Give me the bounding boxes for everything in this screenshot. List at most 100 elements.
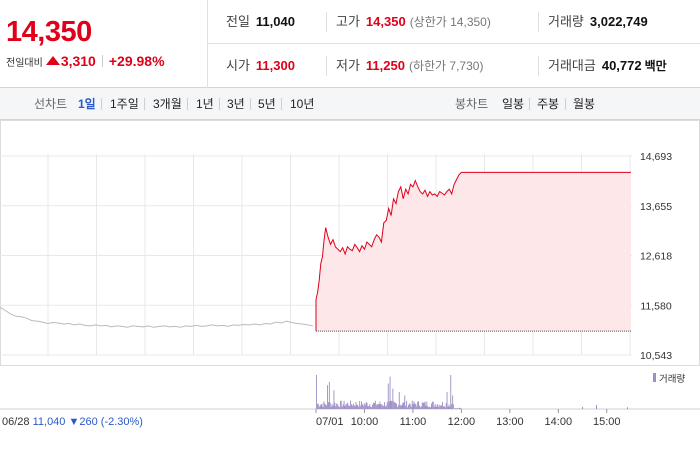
tab-3y[interactable]: 3년 <box>227 97 245 111</box>
volume-bar <box>413 401 415 409</box>
volume-bar <box>362 405 364 409</box>
volume-bar <box>357 404 359 409</box>
x-tick-label: 15:00 <box>593 416 621 428</box>
price-box: 14,350 전일대비 3,310 +29.98% <box>0 0 208 88</box>
volume-bar <box>373 402 374 409</box>
volume-bar <box>427 406 429 409</box>
volume-bar <box>395 402 396 409</box>
x-tick-label: 13:00 <box>496 416 524 428</box>
volume-bar <box>320 404 322 409</box>
volume-bar <box>375 405 377 409</box>
volume-bar <box>339 407 340 409</box>
divider <box>326 12 327 32</box>
volume-bar <box>426 401 428 409</box>
volume-bar <box>397 405 399 409</box>
volume-bar <box>430 407 431 409</box>
volume-bar <box>360 405 362 409</box>
volume-bar <box>432 401 434 409</box>
change-caption: 전일대비 <box>6 57 43 69</box>
volume-bar <box>440 405 442 409</box>
volume-bar <box>388 401 390 409</box>
x-tick-label: 10:00 <box>351 416 379 428</box>
divider <box>219 98 220 110</box>
volume-bar <box>351 405 353 409</box>
tab-1y[interactable]: 1년 <box>196 97 214 111</box>
tab-1w[interactable]: 1주일 <box>110 97 139 111</box>
volume-bar <box>386 402 388 409</box>
tab-10y[interactable]: 10년 <box>290 97 315 111</box>
divider <box>144 98 145 110</box>
volume-bar <box>366 402 368 409</box>
current-price: 14,350 <box>6 16 92 48</box>
volume-bar <box>582 406 583 409</box>
tab-daily[interactable]: 일봉 <box>502 97 525 111</box>
volume-bar <box>452 395 454 409</box>
volume-panel: 거래량 <box>0 373 700 410</box>
volume-bar <box>368 405 370 409</box>
volume-bar <box>410 406 412 409</box>
volume-bar <box>431 401 433 409</box>
price-line <box>315 171 631 300</box>
stat-open: 시가 11,300 <box>226 58 295 73</box>
stat-volume: 거래량 3,022,749 <box>548 14 648 29</box>
prev-day-line <box>0 306 314 328</box>
volume-bar <box>391 401 393 409</box>
volume-bar <box>437 404 439 409</box>
volume-bar <box>385 406 386 409</box>
volume-bar <box>420 406 422 409</box>
tab-monthly[interactable]: 월봉 <box>573 97 596 111</box>
volume-bar <box>356 404 358 409</box>
volume-bar <box>389 376 391 409</box>
volume-bar <box>318 406 320 409</box>
upper-limit-note: (상한가 14,350) <box>409 15 491 29</box>
change-percent: +29.98% <box>108 53 165 69</box>
volume-bar <box>409 404 411 409</box>
volume-bar <box>443 406 445 409</box>
volume-bar <box>431 403 432 409</box>
volume-bar <box>334 402 336 409</box>
volume-bar <box>406 400 408 409</box>
volume-bar <box>433 406 435 409</box>
tab-weekly[interactable]: 주봉 <box>537 97 560 111</box>
volume-bar <box>438 406 440 409</box>
divider <box>538 56 539 76</box>
volume-legend-label: 거래량 <box>659 373 685 385</box>
volume-bar <box>377 403 379 409</box>
volume-bar <box>416 406 418 409</box>
volume-bar <box>330 406 332 409</box>
change-amount: 3,310 <box>60 53 96 69</box>
volume-bar <box>453 404 454 409</box>
amount-value: 40,772 <box>601 58 642 73</box>
y-tick-label: 10,543 <box>640 350 672 362</box>
tab-5y[interactable]: 5년 <box>258 97 276 111</box>
volume-bar <box>442 401 443 409</box>
volume-bar <box>400 405 402 409</box>
volume-bar <box>354 406 356 409</box>
high-value: 14,350 <box>365 14 406 29</box>
volume-bar <box>347 402 349 409</box>
volume-bar <box>345 404 347 409</box>
volume-bar <box>346 403 348 409</box>
volume-bar <box>316 404 318 409</box>
volume-bar <box>371 407 373 409</box>
volume-bar <box>456 408 458 409</box>
volume-bar <box>424 401 426 409</box>
volume-bar <box>436 405 438 409</box>
volume-bar <box>325 404 327 409</box>
volume-bar <box>331 403 333 409</box>
stats-row-2: 시가 11,300 저가 11,250 (하한가 7,730) 거래대금 40,772 백… <box>208 44 700 88</box>
volume-bar <box>408 403 410 409</box>
quote-stats: 전일 11,040 고가 14,350 (상한가 14,350) 거래량 3,022,7… <box>208 0 700 88</box>
divider <box>250 98 251 110</box>
volume-bar <box>323 401 325 409</box>
up-arrow-icon <box>45 55 60 65</box>
x-tick-label: 11:00 <box>400 416 427 428</box>
volume-bar <box>369 404 371 409</box>
chart-tab-bar: 선차트 1일 1주일 3개월 1년 3년 5년 10년 봉차트 일봉 주봉 월봉 <box>0 88 700 120</box>
tab-1d[interactable]: 1일 <box>78 97 96 111</box>
volume-bar <box>422 402 424 409</box>
volume-bar <box>376 404 378 409</box>
tab-3m[interactable]: 3개월 <box>153 97 182 111</box>
y-tick-label: 13,655 <box>640 201 672 213</box>
divider <box>101 98 102 110</box>
